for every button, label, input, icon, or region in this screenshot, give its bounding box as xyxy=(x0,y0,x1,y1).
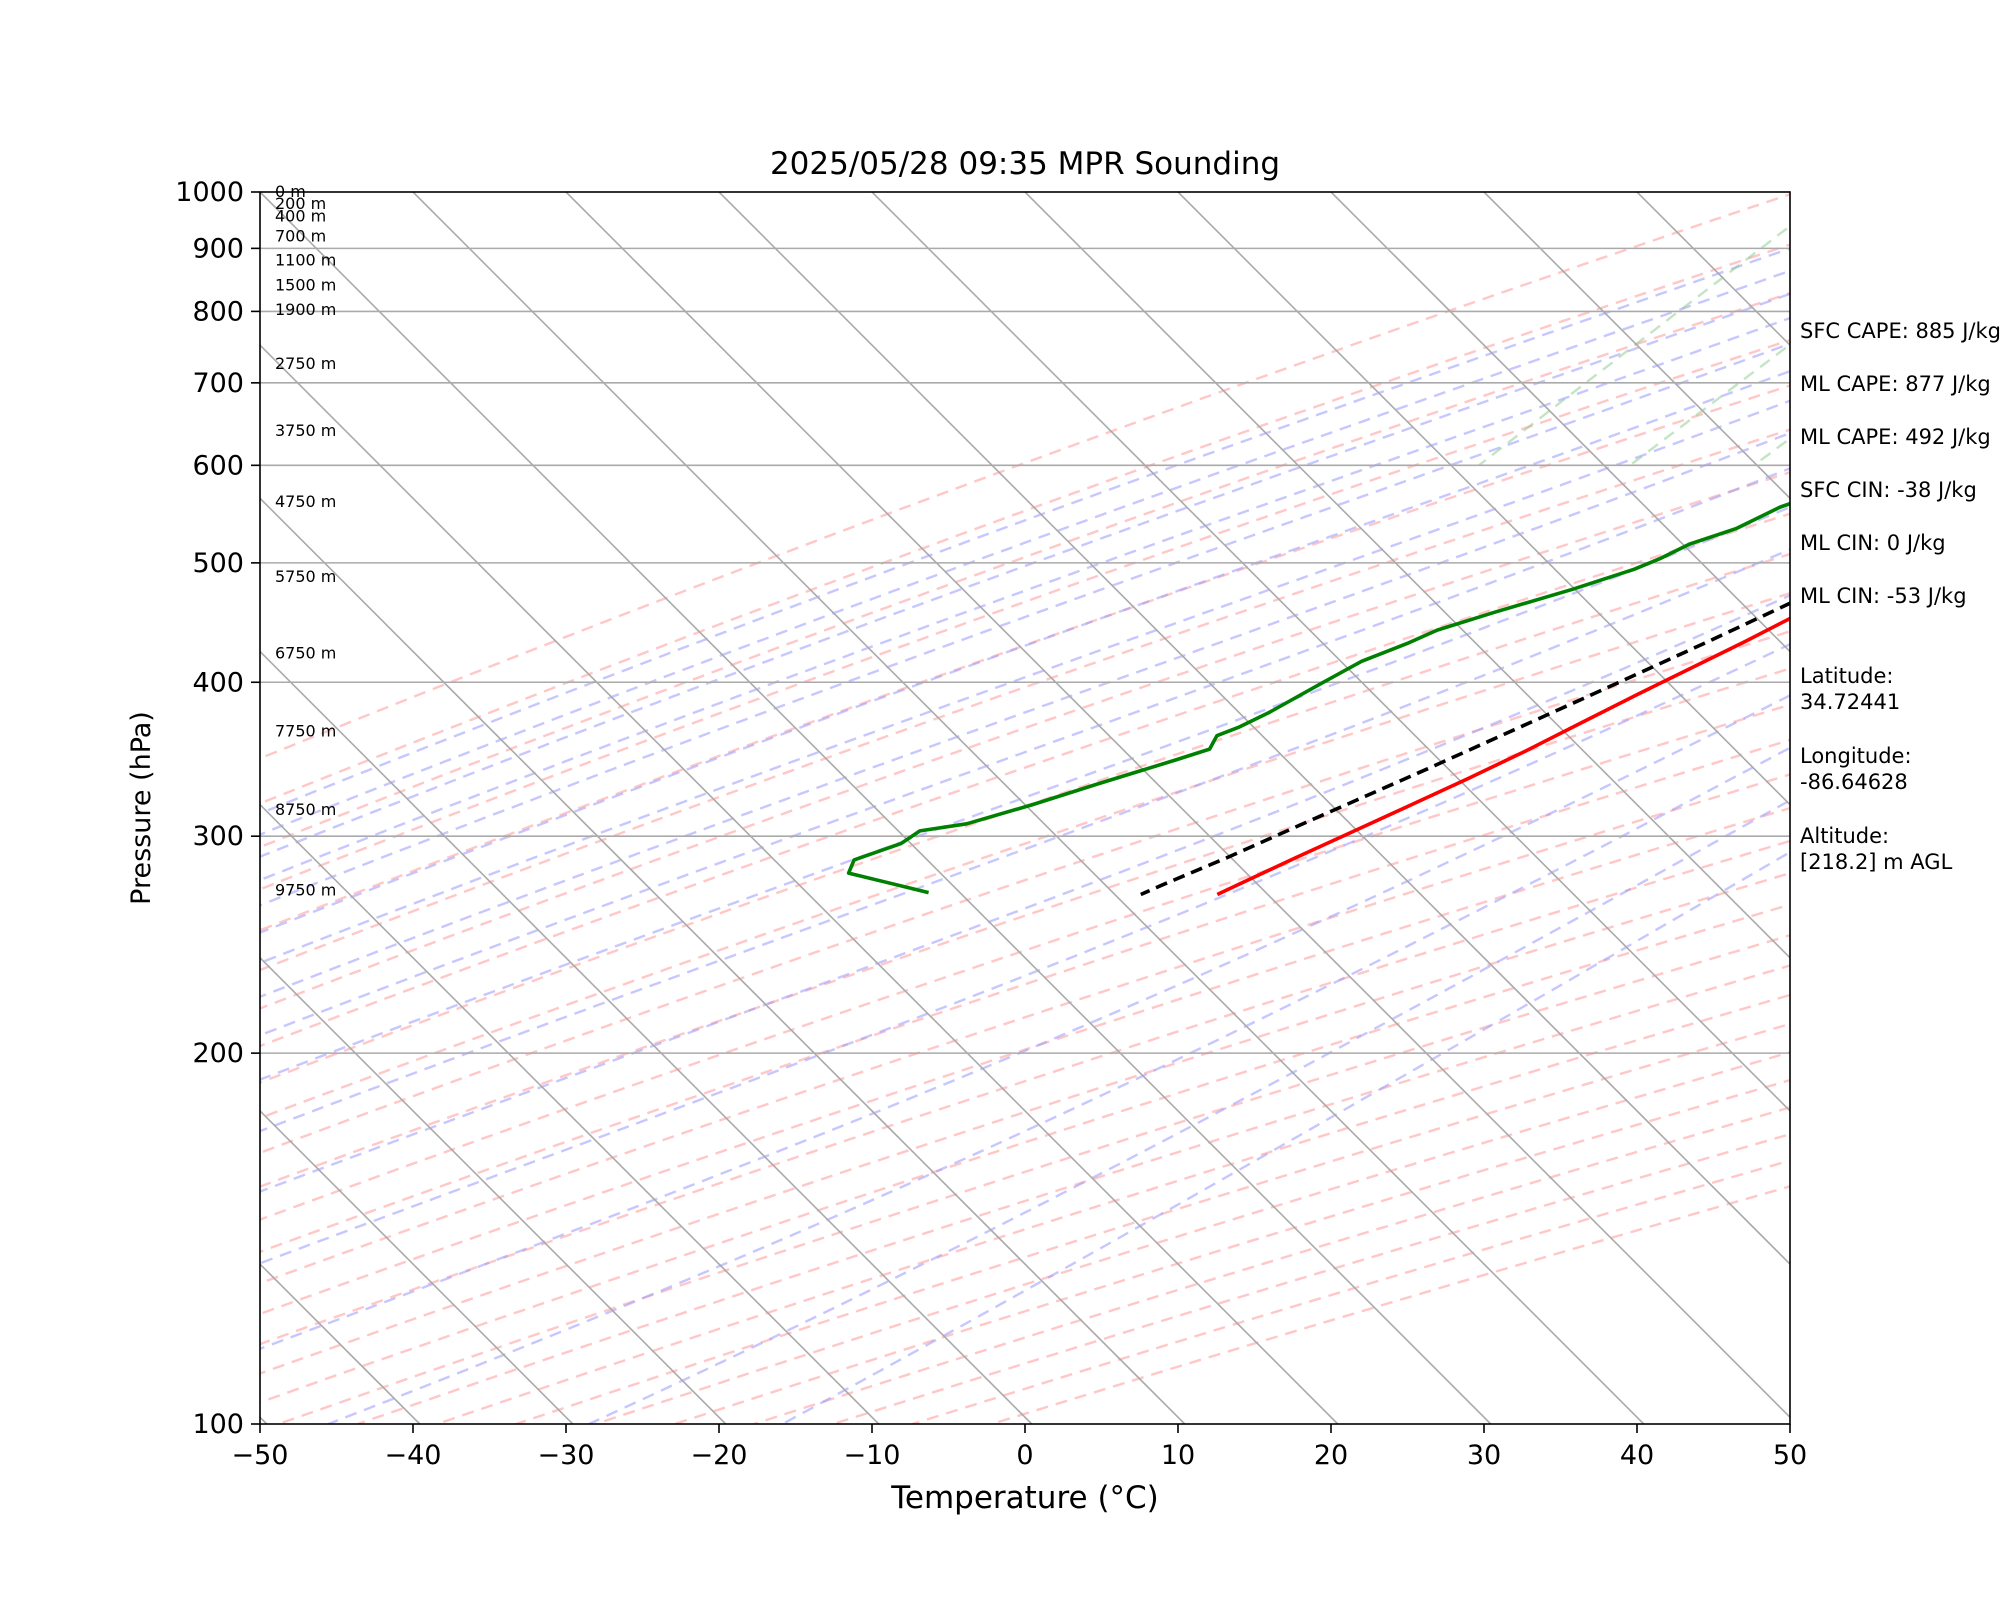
isotherm-line xyxy=(260,1109,574,1424)
moist-adiabat xyxy=(260,467,1790,1037)
x-axis-label: Temperature (°C) xyxy=(890,1480,1159,1516)
dry-adiabat xyxy=(260,773,1790,1285)
moist-adiabat xyxy=(260,594,1790,1193)
height-label: 9750 m xyxy=(275,881,336,900)
index-annotation: ML CIN: -53 J/kg xyxy=(1800,584,1967,608)
dry-adiabat xyxy=(260,591,1790,1120)
height-label: 200 m xyxy=(275,194,326,213)
height-label: 2750 m xyxy=(275,354,336,373)
dry-adiabat xyxy=(260,338,1790,891)
moist-adiabat xyxy=(260,316,1790,882)
x-tick-label: 40 xyxy=(1620,1440,1654,1471)
dry-adiabat xyxy=(260,512,1790,1048)
moist-adiabat xyxy=(260,247,1790,815)
isotherm-line xyxy=(260,650,1033,1424)
x-tick-label: −50 xyxy=(232,1440,289,1471)
y-tick-label: 400 xyxy=(192,667,244,698)
x-tick-label: 20 xyxy=(1314,1440,1348,1471)
dry-adiabat xyxy=(260,243,1790,805)
dry-adiabat xyxy=(260,291,1790,849)
mixing-ratio-line xyxy=(1629,343,1790,467)
index-annotation: Longitude: -86.64628 xyxy=(1800,744,1912,794)
chart-title: 2025/05/28 09:35 MPR Sounding xyxy=(770,146,1280,182)
height-label: 4750 m xyxy=(275,492,336,511)
index-annotation: SFC CAPE: 885 J/kg xyxy=(1800,319,2000,343)
height-label: 3750 m xyxy=(275,421,336,440)
isotherm-line xyxy=(0,192,114,1424)
mixing-ratio-line xyxy=(1478,224,1790,467)
height-label: 7750 m xyxy=(275,721,336,740)
dry-adiabat xyxy=(260,806,1790,1316)
height-label: 1900 m xyxy=(275,300,336,319)
dry-adiabat xyxy=(260,193,1790,760)
y-tick-label: 800 xyxy=(192,296,244,327)
x-tick-label: −40 xyxy=(385,1440,442,1471)
dry-adiabat xyxy=(357,964,1790,1424)
x-tick-label: 50 xyxy=(1773,1440,1807,1471)
dewpoint-line xyxy=(846,501,1790,895)
index-annotation: Altitude: [218.2] m AGL xyxy=(1800,824,1953,874)
isotherm-line xyxy=(565,192,1790,1419)
x-tick-label: 10 xyxy=(1161,1440,1195,1471)
y-tick-label: 300 xyxy=(192,821,244,852)
moist-adiabat xyxy=(260,505,1790,1081)
isotherm-line xyxy=(1177,192,1790,806)
height-label: 8750 m xyxy=(275,800,336,819)
y-tick-label: 500 xyxy=(192,548,244,579)
index-annotation: ML CAPE: 492 J/kg xyxy=(1800,425,1991,449)
isotherm-line xyxy=(871,192,1790,1113)
x-tick-label: −10 xyxy=(844,1440,901,1471)
moist-adiabat xyxy=(327,746,1790,1424)
parcel-line xyxy=(1140,601,1790,897)
isotherm-line xyxy=(260,956,727,1424)
height-label: 700 m xyxy=(275,227,326,246)
dry-adiabat xyxy=(260,630,1790,1155)
moist-adiabat xyxy=(260,399,1790,965)
isotherm-line xyxy=(1330,192,1790,653)
index-annotation: SFC CIN: -38 J/kg xyxy=(1800,478,1977,502)
height-label: 1100 m xyxy=(275,250,336,269)
isotherm-line xyxy=(1483,192,1790,500)
height-label: 1500 m xyxy=(275,275,336,294)
y-tick-label: 600 xyxy=(192,450,244,481)
y-tick-label: 200 xyxy=(192,1038,244,1069)
height-label: 0 m xyxy=(275,182,306,201)
x-tick-label: −20 xyxy=(691,1440,748,1471)
index-annotation: ML CAPE: 877 J/kg xyxy=(1800,372,1991,396)
isotherm-line xyxy=(260,803,880,1424)
moist-adiabat xyxy=(260,642,1790,1265)
temperature-line xyxy=(1216,616,1790,897)
index-annotation: Latitude: 34.72441 xyxy=(1800,664,1901,714)
dry-adiabat xyxy=(260,384,1790,932)
dry-adiabat xyxy=(260,871,1790,1375)
dry-adiabat xyxy=(260,428,1790,972)
moist-adiabat xyxy=(260,431,1790,999)
isotherm-line xyxy=(412,192,1645,1424)
height-label: 5750 m xyxy=(275,567,336,586)
y-tick-label: 100 xyxy=(192,1409,244,1440)
y-tick-label: 1000 xyxy=(175,177,244,208)
x-tick-label: 0 xyxy=(1016,1440,1033,1471)
isotherm-line xyxy=(260,344,1339,1424)
dry-adiabat xyxy=(260,703,1790,1221)
y-tick-label: 900 xyxy=(192,233,244,264)
y-axis-label: Pressure (hPa) xyxy=(126,711,157,905)
y-tick-label: 700 xyxy=(192,368,244,399)
isotherm-line xyxy=(260,192,1492,1424)
isotherm-line xyxy=(1024,192,1790,959)
height-label: 400 m xyxy=(275,207,326,226)
x-tick-label: −30 xyxy=(538,1440,595,1471)
moist-adiabat xyxy=(260,694,1790,1351)
x-tick-label: 30 xyxy=(1467,1440,1501,1471)
index-annotation: ML CIN: 0 J/kg xyxy=(1800,531,1946,555)
height-label: 6750 m xyxy=(275,644,336,663)
isotherm-line xyxy=(260,497,1186,1424)
